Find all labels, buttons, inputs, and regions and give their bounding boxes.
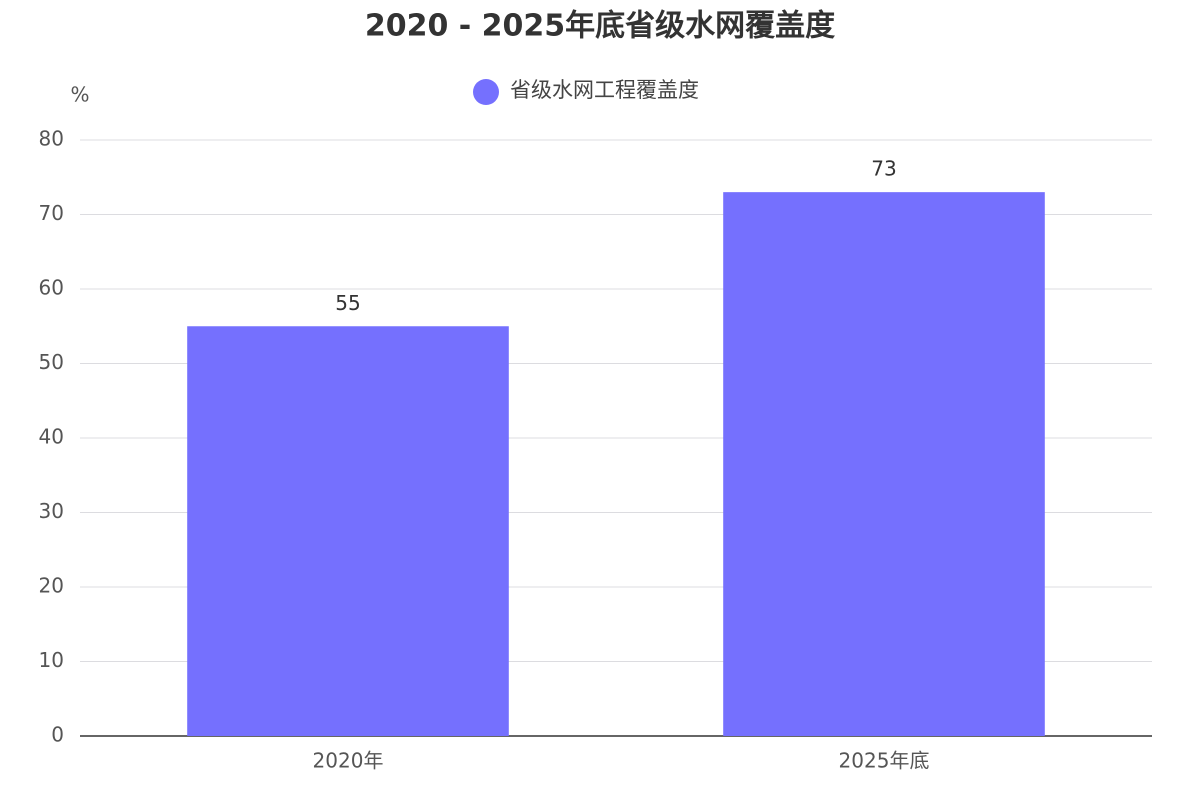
y-tick-label: 40 bbox=[39, 425, 64, 449]
legend-label: 省级水网工程覆盖度 bbox=[510, 78, 699, 102]
x-tick-label: 2020年 bbox=[313, 749, 384, 773]
y-tick-label: 10 bbox=[39, 648, 64, 672]
y-tick-label: 0 bbox=[51, 723, 64, 747]
data-label: 55 bbox=[335, 291, 360, 315]
y-tick-label: 60 bbox=[39, 276, 64, 300]
y-axis-label: % bbox=[70, 83, 89, 107]
chart-title: 2020 - 2025年底省级水网覆盖度 bbox=[365, 9, 835, 44]
bar bbox=[187, 326, 509, 736]
legend-marker bbox=[473, 79, 499, 105]
y-tick-label: 30 bbox=[39, 499, 64, 523]
data-label: 73 bbox=[871, 157, 896, 181]
y-tick-label: 20 bbox=[39, 574, 64, 598]
y-tick-label: 50 bbox=[39, 350, 64, 374]
x-tick-label: 2025年底 bbox=[839, 749, 930, 773]
y-tick-label: 80 bbox=[39, 127, 64, 151]
y-tick-label: 70 bbox=[39, 201, 64, 225]
bar bbox=[723, 192, 1045, 736]
